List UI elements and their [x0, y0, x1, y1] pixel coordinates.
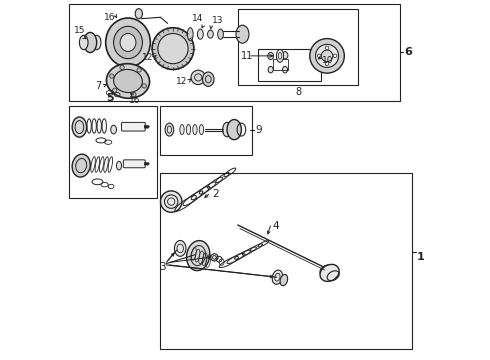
Ellipse shape — [222, 122, 231, 137]
Text: 7: 7 — [96, 81, 102, 91]
Ellipse shape — [114, 26, 143, 59]
Ellipse shape — [137, 68, 141, 72]
Ellipse shape — [218, 29, 223, 39]
Circle shape — [325, 46, 329, 50]
Ellipse shape — [72, 117, 87, 137]
Bar — [69, 106, 157, 198]
Ellipse shape — [106, 18, 150, 67]
Text: 10: 10 — [322, 56, 334, 65]
Ellipse shape — [187, 240, 210, 271]
Ellipse shape — [110, 74, 114, 78]
Text: 15: 15 — [74, 26, 85, 35]
Ellipse shape — [174, 240, 186, 256]
Ellipse shape — [272, 270, 283, 284]
Ellipse shape — [202, 72, 214, 86]
Circle shape — [321, 50, 333, 62]
Ellipse shape — [320, 264, 339, 282]
Text: 9: 9 — [255, 125, 262, 135]
Circle shape — [152, 28, 194, 69]
Ellipse shape — [142, 84, 147, 88]
Ellipse shape — [191, 70, 205, 85]
FancyArrow shape — [144, 162, 149, 166]
Ellipse shape — [236, 25, 249, 43]
Bar — [69, 4, 400, 101]
Ellipse shape — [268, 53, 273, 60]
Ellipse shape — [187, 28, 193, 41]
Bar — [160, 173, 413, 349]
Text: 13: 13 — [212, 16, 223, 25]
Ellipse shape — [165, 123, 174, 136]
Text: 6: 6 — [404, 47, 412, 57]
Ellipse shape — [111, 125, 117, 134]
Text: 16: 16 — [129, 96, 141, 105]
Text: 14: 14 — [192, 14, 203, 23]
Ellipse shape — [193, 125, 197, 135]
Text: 3: 3 — [159, 262, 166, 272]
Text: 12: 12 — [142, 53, 153, 62]
Ellipse shape — [161, 191, 182, 212]
Ellipse shape — [282, 52, 288, 59]
Circle shape — [318, 54, 321, 58]
Circle shape — [310, 39, 344, 73]
Ellipse shape — [227, 120, 242, 140]
Ellipse shape — [283, 67, 288, 73]
Ellipse shape — [72, 154, 90, 177]
Ellipse shape — [84, 32, 97, 53]
Circle shape — [333, 54, 337, 58]
Ellipse shape — [117, 161, 122, 170]
Ellipse shape — [180, 125, 184, 135]
Circle shape — [158, 33, 188, 64]
FancyBboxPatch shape — [122, 122, 145, 131]
Ellipse shape — [280, 274, 288, 286]
Ellipse shape — [208, 30, 213, 38]
Text: 16: 16 — [104, 13, 116, 22]
Ellipse shape — [79, 35, 88, 50]
Bar — [273, 59, 288, 70]
Text: 12: 12 — [176, 77, 187, 86]
Text: 5: 5 — [106, 93, 114, 103]
Ellipse shape — [113, 88, 117, 93]
Ellipse shape — [106, 64, 149, 98]
Ellipse shape — [186, 125, 191, 135]
Text: 4: 4 — [272, 221, 279, 231]
Ellipse shape — [276, 49, 284, 62]
Ellipse shape — [135, 9, 143, 19]
Circle shape — [325, 62, 329, 66]
FancyArrow shape — [144, 125, 149, 129]
Text: 11: 11 — [242, 51, 254, 61]
Ellipse shape — [120, 33, 136, 51]
FancyBboxPatch shape — [123, 160, 145, 168]
Ellipse shape — [199, 125, 204, 135]
Bar — [258, 49, 320, 81]
Ellipse shape — [211, 254, 218, 261]
Ellipse shape — [132, 93, 136, 97]
Ellipse shape — [114, 69, 143, 93]
Text: 2: 2 — [213, 189, 219, 199]
Bar — [238, 9, 358, 85]
Circle shape — [316, 44, 339, 67]
Ellipse shape — [268, 67, 273, 73]
Text: 8: 8 — [295, 87, 301, 98]
Ellipse shape — [92, 35, 101, 50]
Text: 1: 1 — [416, 252, 424, 262]
Ellipse shape — [197, 29, 203, 39]
Ellipse shape — [120, 65, 124, 69]
Bar — [160, 106, 252, 155]
